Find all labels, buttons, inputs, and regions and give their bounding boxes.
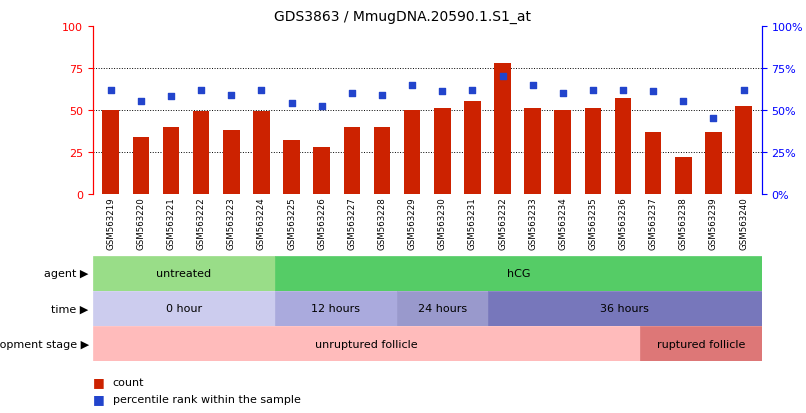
- Bar: [314, 147, 330, 194]
- Point: [587, 87, 600, 94]
- Text: untreated: untreated: [156, 268, 211, 279]
- Text: 36 hours: 36 hours: [600, 304, 650, 314]
- Bar: [163, 127, 179, 194]
- Text: 12 hours: 12 hours: [311, 304, 360, 314]
- Point: [346, 90, 359, 97]
- Text: unruptured follicle: unruptured follicle: [315, 339, 418, 349]
- Point: [436, 89, 449, 95]
- Bar: [93, 326, 640, 361]
- Point: [225, 92, 238, 99]
- Bar: [494, 64, 511, 194]
- Text: agent ▶: agent ▶: [44, 268, 89, 279]
- Bar: [133, 137, 149, 194]
- Text: time ▶: time ▶: [52, 304, 89, 314]
- Bar: [584, 109, 601, 194]
- Point: [104, 87, 117, 94]
- Point: [556, 90, 569, 97]
- Bar: [397, 291, 488, 326]
- Point: [195, 87, 208, 94]
- Text: GDS3863 / MmugDNA.20590.1.S1_at: GDS3863 / MmugDNA.20590.1.S1_at: [275, 10, 531, 24]
- Bar: [374, 127, 390, 194]
- Point: [526, 82, 539, 89]
- Text: 24 hours: 24 hours: [418, 304, 467, 314]
- Point: [164, 94, 177, 100]
- Point: [255, 87, 268, 94]
- Bar: [640, 326, 762, 361]
- Point: [737, 87, 750, 94]
- Point: [315, 104, 328, 110]
- Bar: [434, 109, 451, 194]
- Text: 0 hour: 0 hour: [166, 304, 202, 314]
- Bar: [93, 256, 275, 291]
- Bar: [464, 102, 480, 194]
- Bar: [93, 291, 275, 326]
- Point: [677, 99, 690, 105]
- Point: [376, 92, 388, 99]
- Bar: [555, 110, 571, 194]
- Text: ■: ■: [93, 375, 105, 389]
- Text: ruptured follicle: ruptured follicle: [657, 339, 745, 349]
- Text: ■: ■: [93, 392, 105, 405]
- Bar: [275, 256, 762, 291]
- Point: [285, 100, 298, 107]
- Bar: [283, 140, 300, 194]
- Bar: [343, 127, 360, 194]
- Bar: [488, 291, 762, 326]
- Bar: [253, 112, 270, 194]
- Bar: [223, 131, 239, 194]
- Bar: [525, 109, 541, 194]
- Point: [466, 87, 479, 94]
- Bar: [102, 110, 119, 194]
- Point: [135, 99, 147, 105]
- Text: count: count: [113, 377, 144, 387]
- Bar: [645, 132, 662, 194]
- Bar: [275, 291, 397, 326]
- Bar: [675, 157, 692, 194]
- Bar: [615, 99, 631, 194]
- Text: hCG: hCG: [507, 268, 530, 279]
- Point: [617, 87, 629, 94]
- Point: [707, 116, 720, 122]
- Bar: [404, 110, 421, 194]
- Text: percentile rank within the sample: percentile rank within the sample: [113, 394, 301, 404]
- Bar: [735, 107, 752, 194]
- Bar: [705, 132, 721, 194]
- Text: development stage ▶: development stage ▶: [0, 339, 89, 349]
- Bar: [193, 112, 210, 194]
- Point: [646, 89, 659, 95]
- Point: [496, 74, 509, 80]
- Point: [405, 82, 418, 89]
